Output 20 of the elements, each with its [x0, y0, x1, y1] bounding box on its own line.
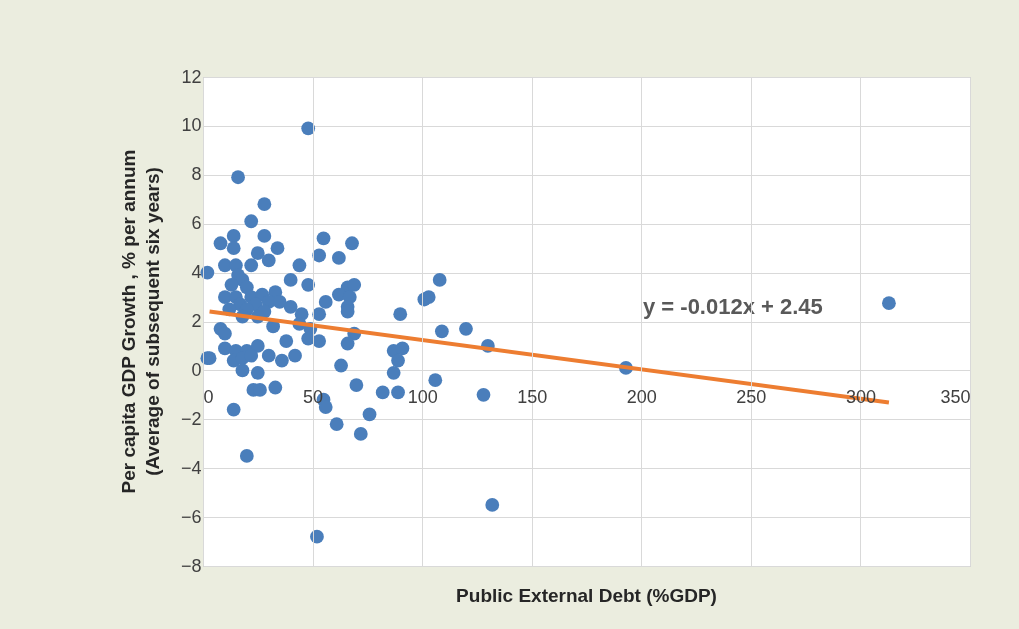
y-tick-label: −8	[180, 555, 202, 576]
y-tick-label: −4	[180, 457, 202, 478]
y-tick-label: 4	[191, 262, 202, 283]
y-tick-label: 10	[181, 115, 202, 136]
text: (Average of subsequent six years)	[142, 167, 163, 476]
text: Per capita GDP Growth , % per annum	[118, 149, 139, 494]
y-tick-label: −6	[180, 506, 202, 527]
y-tick-label: 2	[191, 311, 202, 331]
y-tick-label: 0	[191, 359, 202, 380]
x-tick-label: 350	[940, 386, 971, 407]
y-tick-label: 6	[191, 213, 202, 234]
x-tick-label: 250	[736, 386, 767, 407]
y-tick-label: 8	[191, 164, 202, 185]
annotation: y = -0.012x + 2.45	[643, 294, 823, 319]
y-tick-label: −2	[180, 408, 202, 429]
x-axis-title: Public External Debt (%GDP)	[456, 585, 717, 606]
x-tick-label: 200	[626, 386, 657, 407]
x-tick-label: 150	[517, 386, 548, 407]
x-tick-label: 100	[407, 386, 438, 407]
y-tick-label: 12	[181, 66, 202, 87]
